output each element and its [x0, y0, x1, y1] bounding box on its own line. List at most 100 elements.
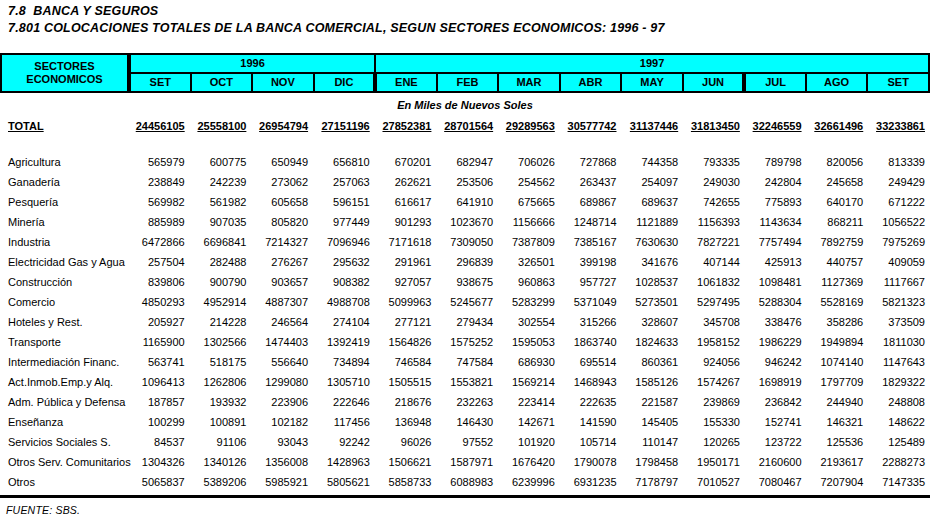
- month-col-nov-2: NOV: [252, 73, 314, 92]
- row-label: Servicios Sociales S.: [0, 432, 128, 452]
- cell: 91106: [190, 432, 252, 452]
- cell: 249030: [683, 172, 745, 192]
- cell: 277121: [375, 312, 437, 332]
- cell: 242239: [190, 172, 252, 192]
- cell: 1061832: [683, 272, 745, 292]
- spacer-row: [0, 137, 930, 152]
- cell: 328607: [622, 312, 684, 332]
- cell: 686930: [498, 352, 560, 372]
- row-label: Otros: [0, 472, 128, 492]
- cell: 5297495: [683, 292, 745, 312]
- cell: 221587: [622, 392, 684, 412]
- cell: 1056522: [868, 212, 930, 232]
- cell: 561982: [190, 192, 252, 212]
- cell: 125536: [807, 432, 869, 452]
- cell: 295632: [313, 252, 375, 272]
- cell: 315266: [560, 312, 622, 332]
- cell: 7207904: [807, 472, 869, 492]
- cell: 1428963: [313, 452, 375, 472]
- cell: 885989: [128, 212, 190, 232]
- cell: 901293: [375, 212, 437, 232]
- cell: 84537: [128, 432, 190, 452]
- cell: 924056: [683, 352, 745, 372]
- cell: 7178797: [622, 472, 684, 492]
- cell: 565979: [128, 152, 190, 172]
- row-label: Electricidad Gas y Agua: [0, 252, 128, 272]
- months-row: SETOCTNOVDICENEFEBMARABRMAYJUNJULAGOSET: [1, 73, 929, 92]
- cell: 1248714: [560, 212, 622, 232]
- cell: 302554: [498, 312, 560, 332]
- cell: 110147: [622, 432, 684, 452]
- cell: 977449: [313, 212, 375, 232]
- cell: 1585126: [622, 372, 684, 392]
- cell: 27151196: [313, 115, 375, 137]
- cell: 274104: [313, 312, 375, 332]
- cell: 1474403: [251, 332, 313, 352]
- cell: 141590: [560, 412, 622, 432]
- cell: 1553821: [436, 372, 498, 392]
- month-col-ago-11: AGO: [806, 73, 868, 92]
- cell: 1505515: [375, 372, 437, 392]
- cell: 262621: [375, 172, 437, 192]
- cell: 7309050: [436, 232, 498, 252]
- cell: 706026: [498, 152, 560, 172]
- month-col-jul-10: JUL: [744, 73, 806, 92]
- cell: 440757: [807, 252, 869, 272]
- table-row: Otros50658375389206598592158056215858733…: [0, 472, 930, 492]
- cell: 1564826: [375, 332, 437, 352]
- cell: 793335: [683, 152, 745, 172]
- cell: 908382: [313, 272, 375, 292]
- cell: 1569214: [498, 372, 560, 392]
- cell: 29289563: [498, 115, 560, 137]
- cell: 373509: [868, 312, 930, 332]
- cell: 5283299: [498, 292, 560, 312]
- cell: 1790078: [560, 452, 622, 472]
- cell: 2288273: [868, 452, 930, 472]
- cell: 5821323: [868, 292, 930, 312]
- cell: 1468943: [560, 372, 622, 392]
- table-row: Transporte116590013025661474403139241915…: [0, 332, 930, 352]
- cell: 1863740: [560, 332, 622, 352]
- cell: 1117667: [868, 272, 930, 292]
- cell: 1121889: [622, 212, 684, 232]
- cell: 136948: [375, 412, 437, 432]
- cell: 407144: [683, 252, 745, 272]
- cell: 744358: [622, 152, 684, 172]
- cell: 5288304: [745, 292, 807, 312]
- cell: 1262806: [190, 372, 252, 392]
- cell: 839806: [128, 272, 190, 292]
- cell: 656810: [313, 152, 375, 172]
- cell: 1587971: [436, 452, 498, 472]
- cell: 100299: [128, 412, 190, 432]
- table-row: Industria6472866669684172143277096946717…: [0, 232, 930, 252]
- cell: 273062: [251, 172, 313, 192]
- cell: 214228: [190, 312, 252, 332]
- cell: 222646: [313, 392, 375, 412]
- cell: 142671: [498, 412, 560, 432]
- cell: 245658: [807, 172, 869, 192]
- table-row: Hoteles y Rest.2059272142282465642741042…: [0, 312, 930, 332]
- cell: 105714: [560, 432, 622, 452]
- cell: 236842: [745, 392, 807, 412]
- cell: 7757494: [745, 232, 807, 252]
- cell: 7080467: [745, 472, 807, 492]
- cell: 1299080: [251, 372, 313, 392]
- cell: 254097: [622, 172, 684, 192]
- table-row: Comercio48502934952914488730749887085099…: [0, 292, 930, 312]
- row-label: Enseñanza: [0, 412, 128, 432]
- cell: 24456105: [128, 115, 190, 137]
- table-row: Intermediación Financ.563741518175556640…: [0, 352, 930, 372]
- cell: 1798458: [622, 452, 684, 472]
- cell: 1676420: [498, 452, 560, 472]
- cell: 569982: [128, 192, 190, 212]
- cell: 27852381: [375, 115, 437, 137]
- cell: 223906: [251, 392, 313, 412]
- cell: 244940: [807, 392, 869, 412]
- cell: 101920: [498, 432, 560, 452]
- month-col-set-0: SET: [129, 73, 191, 92]
- cell: 1165900: [128, 332, 190, 352]
- year-group-1996: 1996: [129, 54, 375, 73]
- table-title: 7.801 COLOCACIONES TOTALES DE LA BANCA C…: [8, 21, 930, 35]
- cell: 5805621: [313, 472, 375, 492]
- cell: 813339: [868, 152, 930, 172]
